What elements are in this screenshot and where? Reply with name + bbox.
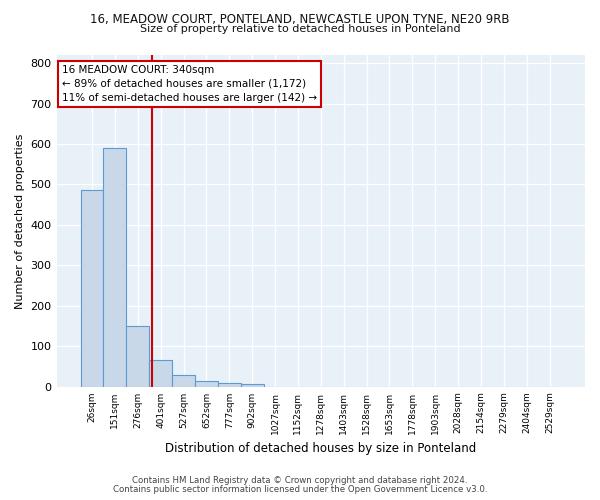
Bar [195,380,218,386]
Bar [241,384,263,386]
Y-axis label: Number of detached properties: Number of detached properties [15,133,25,308]
X-axis label: Distribution of detached houses by size in Ponteland: Distribution of detached houses by size … [165,442,476,455]
Bar [103,148,127,386]
Bar [218,384,241,386]
Bar [149,360,172,386]
Text: 16 MEADOW COURT: 340sqm
← 89% of detached houses are smaller (1,172)
11% of semi: 16 MEADOW COURT: 340sqm ← 89% of detache… [62,65,317,103]
Text: 16, MEADOW COURT, PONTELAND, NEWCASTLE UPON TYNE, NE20 9RB: 16, MEADOW COURT, PONTELAND, NEWCASTLE U… [90,12,510,26]
Bar [80,190,103,386]
Text: Contains HM Land Registry data © Crown copyright and database right 2024.: Contains HM Land Registry data © Crown c… [132,476,468,485]
Bar [172,376,195,386]
Bar [127,326,149,386]
Text: Size of property relative to detached houses in Ponteland: Size of property relative to detached ho… [140,24,460,34]
Text: Contains public sector information licensed under the Open Government Licence v3: Contains public sector information licen… [113,485,487,494]
